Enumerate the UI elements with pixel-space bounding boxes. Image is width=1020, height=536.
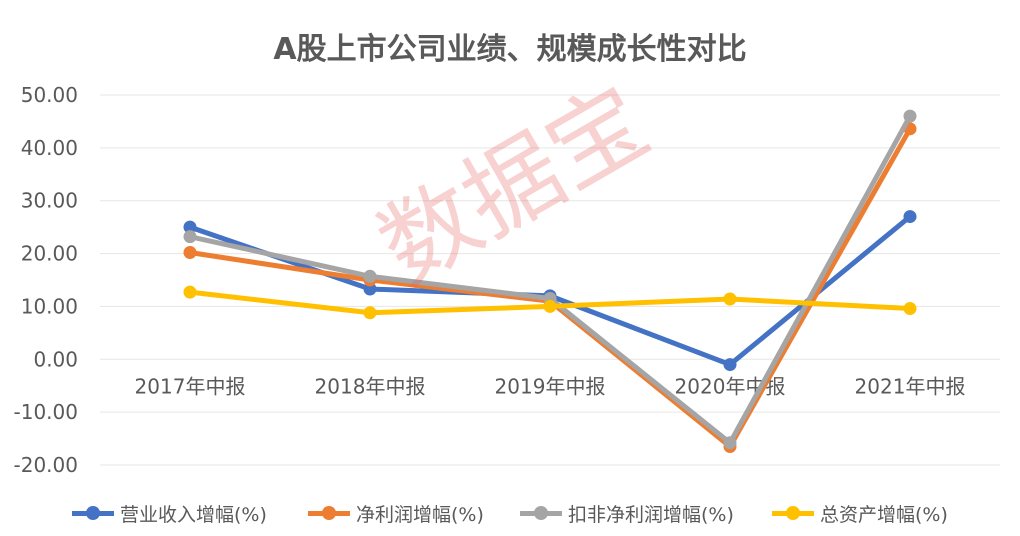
data-point <box>723 358 737 372</box>
x-tick-label: 2017年中报 <box>135 374 246 398</box>
legend-label: 营业收入增幅(%) <box>120 503 267 526</box>
legend-item: 净利润增幅(%) <box>308 498 484 528</box>
y-tick-label: 40.00 <box>21 136 78 160</box>
data-point <box>723 436 737 450</box>
legend-marker <box>322 505 336 520</box>
data-point <box>183 230 197 244</box>
data-point <box>183 285 197 299</box>
data-point <box>903 109 917 123</box>
data-point <box>183 220 197 234</box>
legend-swatch <box>520 505 562 520</box>
legend-marker <box>786 505 800 520</box>
y-tick-label: 0.00 <box>33 347 78 371</box>
legend-item: 总资产增幅(%) <box>772 498 948 528</box>
legend-marker <box>86 505 100 520</box>
data-point <box>363 306 377 320</box>
y-tick-label: 50.00 <box>21 83 78 107</box>
y-tick-label: 20.00 <box>21 242 78 266</box>
data-point <box>183 246 197 260</box>
legend-label: 净利润增幅(%) <box>356 503 484 526</box>
x-tick-label: 2021年中报 <box>855 374 966 398</box>
legend-item: 扣非净利润增幅(%) <box>520 498 734 528</box>
legend-label: 扣非净利润增幅(%) <box>568 503 734 526</box>
line-chart: 50.00 40.00 30.00 20.00 10.00 0.00 -10.00 -20.0… <box>14 83 1000 477</box>
legend-swatch <box>772 505 814 520</box>
legend-swatch <box>72 505 114 520</box>
y-tick-label: -10.00 <box>14 400 78 424</box>
data-point <box>723 292 737 306</box>
y-tick-label: 10.00 <box>21 294 78 318</box>
chart-title: A股上市公司业绩、规模成长性对比 <box>273 32 747 67</box>
x-tick-label: 2019年中报 <box>495 374 606 398</box>
data-point <box>903 302 917 316</box>
data-point <box>903 210 917 224</box>
y-tick-label: 30.00 <box>21 189 78 213</box>
legend-item: 营业收入增幅(%) <box>72 498 267 528</box>
y-tick-label: -20.00 <box>14 453 78 477</box>
x-tick-label: 2018年中报 <box>315 374 426 398</box>
legend-swatch <box>308 505 350 520</box>
data-point <box>363 269 377 283</box>
legend-label: 总资产增幅(%) <box>820 503 948 526</box>
legend: 营业收入增幅(%) 净利润增幅(%) 扣非净利润增幅(%) 总资产增幅(%) <box>0 498 1020 528</box>
data-point <box>543 299 557 313</box>
legend-marker <box>534 505 548 520</box>
data-point <box>363 282 377 296</box>
